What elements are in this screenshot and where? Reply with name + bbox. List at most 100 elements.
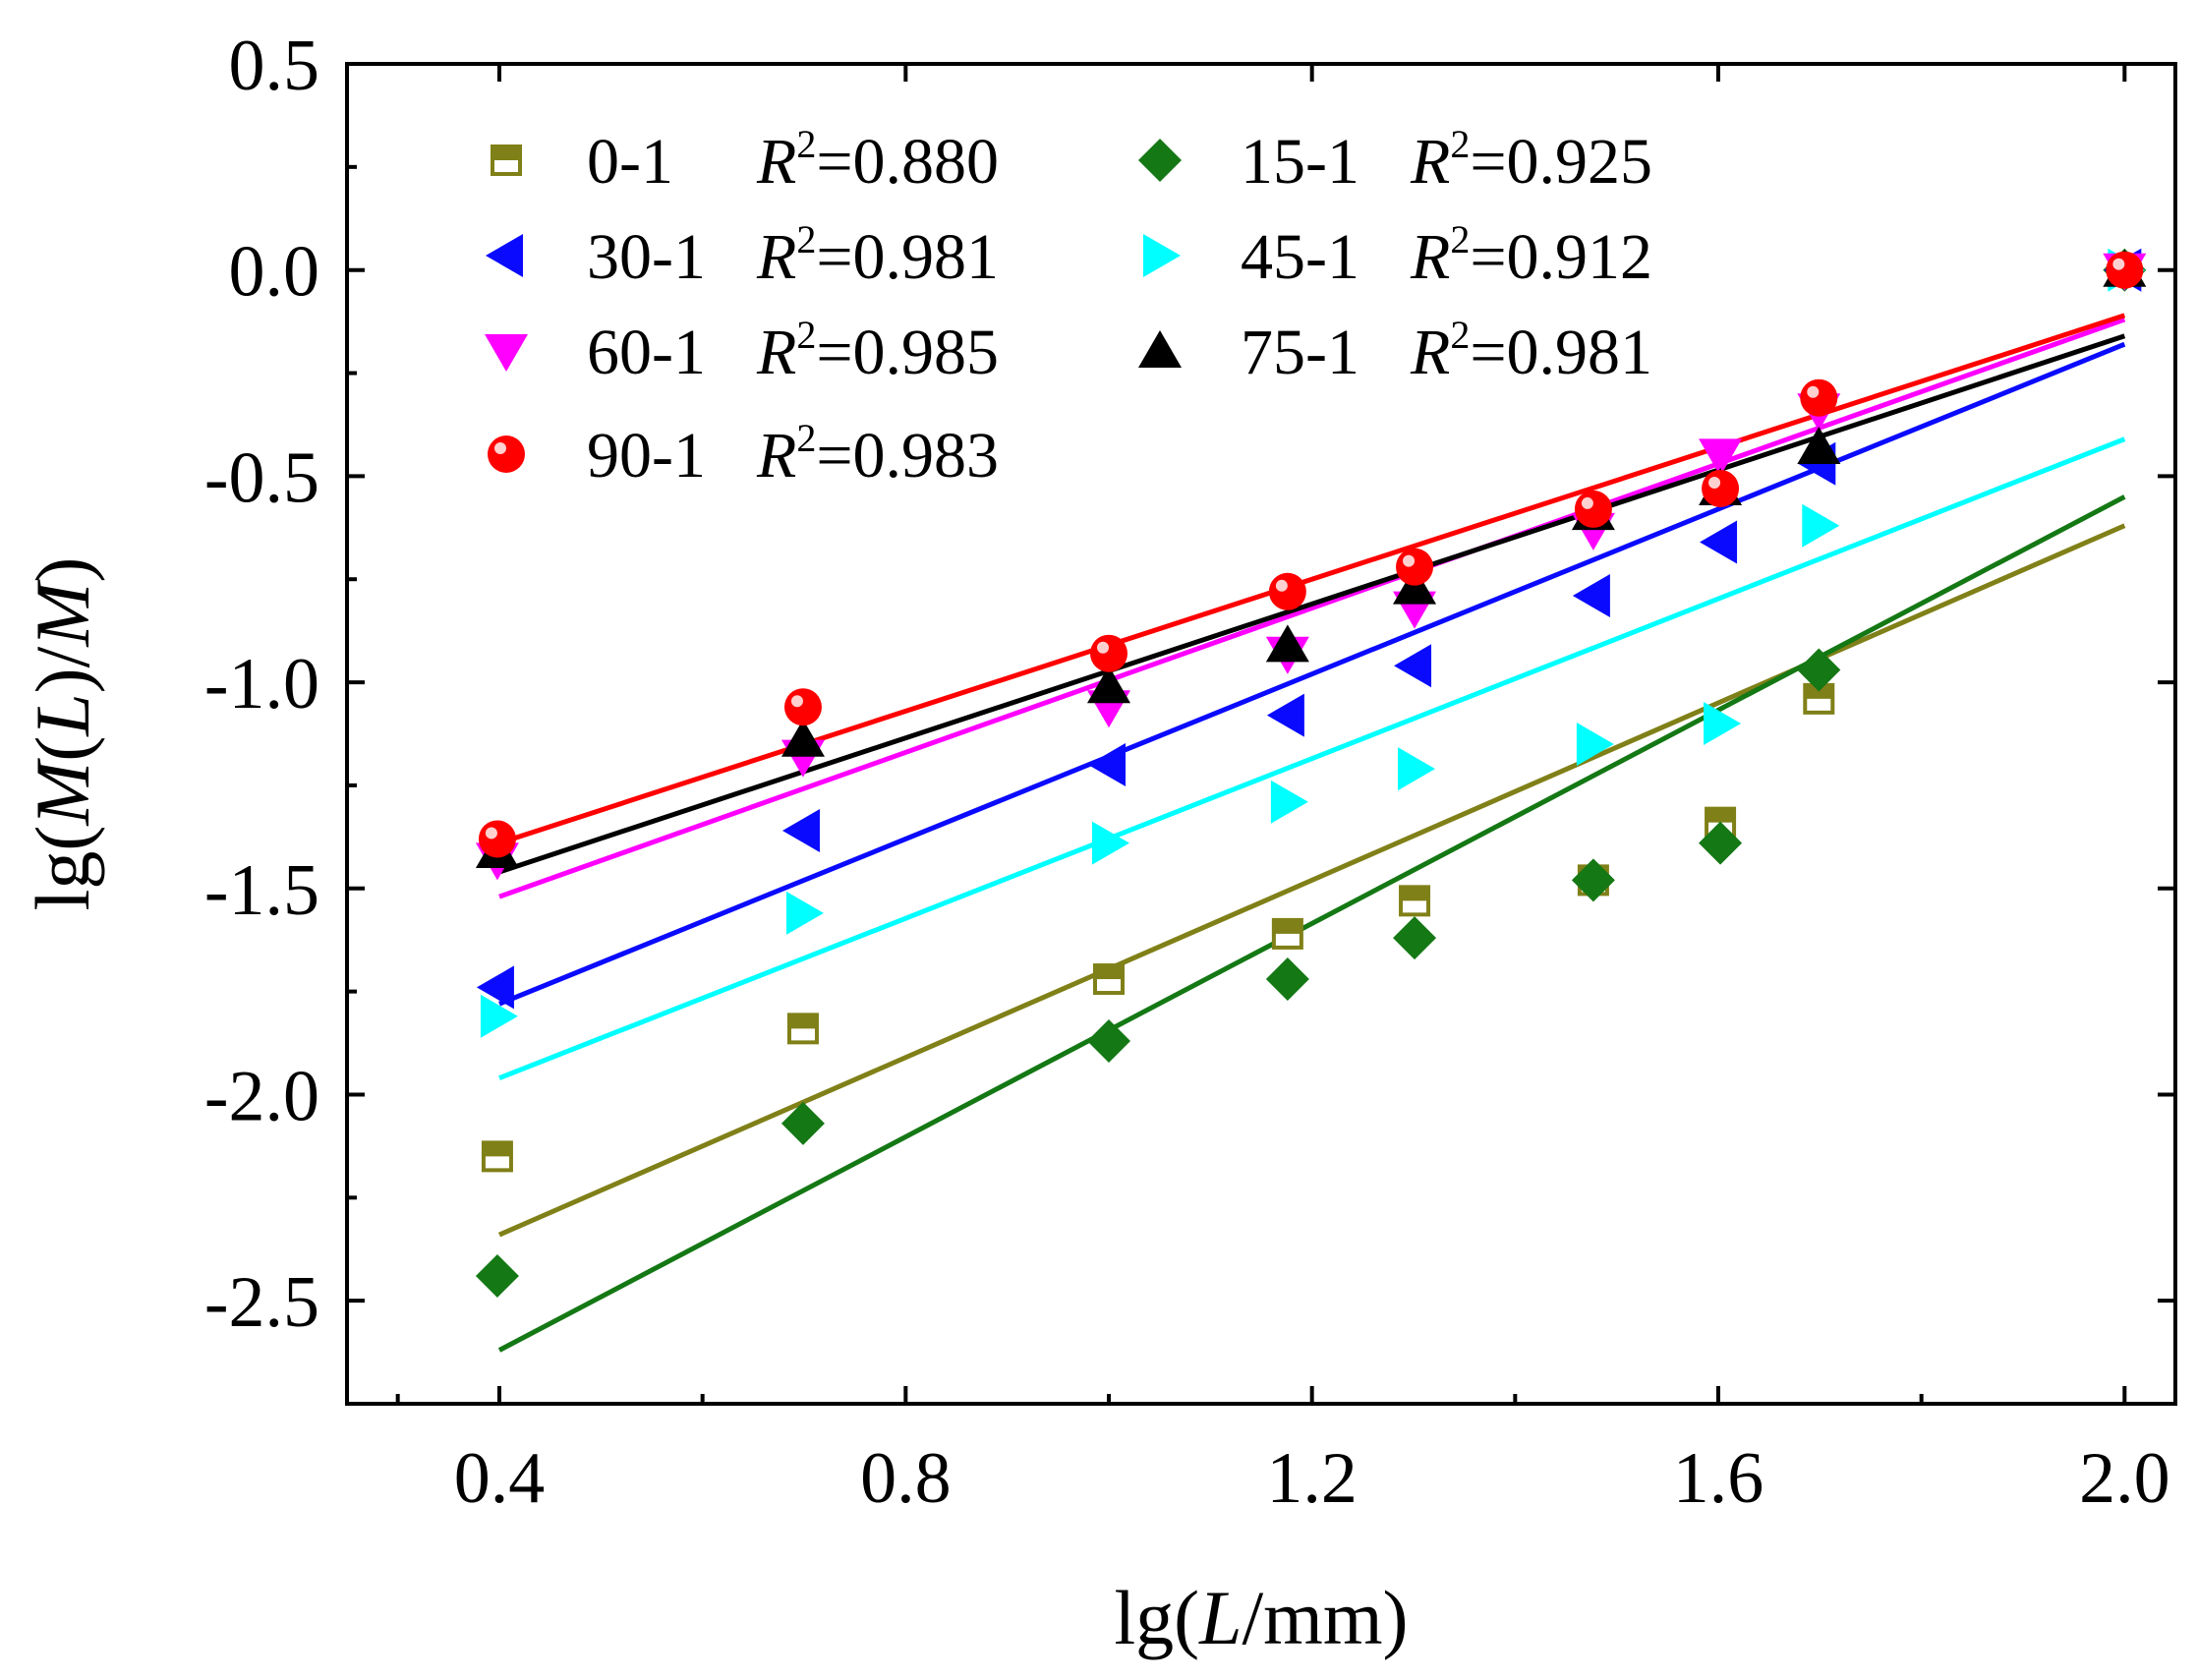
y-axis-title: lg(M(L)/M) <box>20 557 105 911</box>
point-15-1-3 <box>1265 957 1309 1002</box>
legend-item-15-1: 15-1 R2=0.925 <box>1138 122 1652 198</box>
point-30-1-4 <box>1394 644 1432 688</box>
y-axis-title-part: L <box>20 693 105 736</box>
legend-marker-45-1 <box>1143 234 1181 277</box>
fit-line-45-1 <box>498 436 2126 1081</box>
r2-exponent: 2 <box>1450 313 1470 357</box>
series-90-1 <box>478 251 2144 858</box>
legend-r2-45-1: R2=0.912 <box>1410 217 1652 293</box>
point-45-1-4 <box>1398 747 1436 791</box>
point-45-1-1 <box>785 891 824 935</box>
legend-r2-60-1: R2=0.985 <box>756 313 999 388</box>
legend-r2-0-1: R2=0.880 <box>756 122 999 198</box>
point-0-1-4 <box>1399 885 1431 917</box>
fit-line-75-1 <box>498 333 2126 875</box>
fit-line-0-1 <box>498 523 2126 1238</box>
point-90-1-5 <box>1574 490 1612 528</box>
x-axis-title-part: L <box>1198 1575 1242 1660</box>
point-90-1-4 <box>1396 548 1434 586</box>
x-axis-title-part: /mm) <box>1243 1575 1409 1660</box>
point-0-1-2 <box>1093 963 1125 996</box>
y-tick-label: -0.5 <box>204 437 319 518</box>
legend-marker-30-1 <box>486 234 523 277</box>
y-tick-label: 0.0 <box>229 232 320 313</box>
x-tick-label: 0.8 <box>860 1438 952 1519</box>
y-axis-title-part: M <box>20 579 105 648</box>
y-axis-title-part: M <box>20 758 105 827</box>
legend-label-15-1: 15-1 <box>1241 126 1359 198</box>
y-tick-label: -1.0 <box>204 644 319 724</box>
point-15-1-5 <box>1571 858 1615 902</box>
point-15-1-0 <box>475 1253 519 1298</box>
r2-exponent: 2 <box>796 313 816 357</box>
legend-item-75-1: 75-1 R2=0.981 <box>1138 313 1652 388</box>
data-markers <box>475 248 2147 1298</box>
x-axis-title-part: lg( <box>1114 1575 1199 1660</box>
point-45-1-7 <box>1802 503 1840 548</box>
x-tick-label: 0.4 <box>454 1438 546 1519</box>
point-45-1-6 <box>1704 702 1742 746</box>
legend-label-90-1: 90-1 <box>587 420 706 492</box>
point-15-1-1 <box>781 1101 825 1145</box>
r2-symbol: R <box>756 221 796 293</box>
legend-r2-15-1: R2=0.925 <box>1410 122 1652 198</box>
legend-label-0-1: 0-1 <box>587 126 673 198</box>
legend-item-0-1: 0-1 R2=0.880 <box>491 122 999 198</box>
point-30-1-0 <box>476 965 514 1010</box>
r2-exponent: 2 <box>796 122 816 166</box>
r2-exponent: 2 <box>796 217 816 261</box>
series-45-1 <box>480 248 2146 1038</box>
point-0-1-1 <box>786 1013 819 1045</box>
y-tick-label: -1.5 <box>204 850 319 931</box>
r2-exponent: 2 <box>1450 122 1470 166</box>
point-15-1-7 <box>1797 648 1841 692</box>
point-15-1-6 <box>1699 821 1743 865</box>
point-90-1-7 <box>1800 378 1838 417</box>
point-30-1-2 <box>1088 742 1126 786</box>
legend-r2-90-1: R2=0.983 <box>756 416 999 492</box>
r2-value: =0.925 <box>1470 126 1652 198</box>
x-axis-title: lg(L/mm) <box>1114 1575 1408 1660</box>
legend-label-60-1: 60-1 <box>587 317 706 388</box>
point-0-1-0 <box>481 1140 513 1173</box>
point-75-1-1 <box>781 719 825 757</box>
y-axis-title-part: ) <box>20 557 105 583</box>
point-30-1-6 <box>1700 520 1738 564</box>
x-tick-label: 1.2 <box>1266 1438 1358 1519</box>
point-60-1-6 <box>1699 438 1743 477</box>
fit-line-60-1 <box>498 317 2126 899</box>
point-90-1-8 <box>2106 251 2144 289</box>
legend-marker-0-1 <box>491 145 522 176</box>
y-axis-title-part: )/ <box>20 646 105 693</box>
y-axis-title-part: lg( <box>20 826 105 911</box>
r2-symbol: R <box>756 317 796 388</box>
r2-value: =0.983 <box>816 420 999 492</box>
fit-line-15-1 <box>497 494 2126 1353</box>
y-tick-label: -2.0 <box>204 1056 319 1136</box>
r2-exponent: 2 <box>796 416 816 460</box>
legend-item-30-1: 30-1 R2=0.981 <box>486 217 999 293</box>
point-75-1-3 <box>1265 624 1309 663</box>
point-90-1-0 <box>478 820 516 858</box>
point-90-1-6 <box>1702 469 1740 507</box>
legend-item-45-1: 45-1 R2=0.912 <box>1143 217 1652 293</box>
legend-label-30-1: 30-1 <box>587 221 706 293</box>
point-90-1-3 <box>1268 572 1306 610</box>
r2-symbol: R <box>1410 317 1450 388</box>
point-75-1-7 <box>1797 427 1841 465</box>
fit-line-30-1 <box>498 341 2126 1007</box>
point-45-1-3 <box>1270 780 1308 824</box>
plot-frame <box>345 62 2177 1406</box>
legend-label-75-1: 75-1 <box>1241 317 1359 388</box>
r2-symbol: R <box>1410 126 1450 198</box>
legend-marker-15-1 <box>1138 139 1182 182</box>
r2-symbol: R <box>1410 221 1450 293</box>
legend-r2-30-1: R2=0.981 <box>756 217 999 293</box>
legend-marker-60-1 <box>485 334 528 372</box>
y-tick-label: 0.5 <box>229 26 320 106</box>
r2-symbol: R <box>756 126 796 198</box>
x-tick-label: 1.6 <box>1673 1438 1764 1519</box>
point-45-1-5 <box>1576 722 1614 766</box>
y-axis-title-part: ( <box>20 736 105 762</box>
